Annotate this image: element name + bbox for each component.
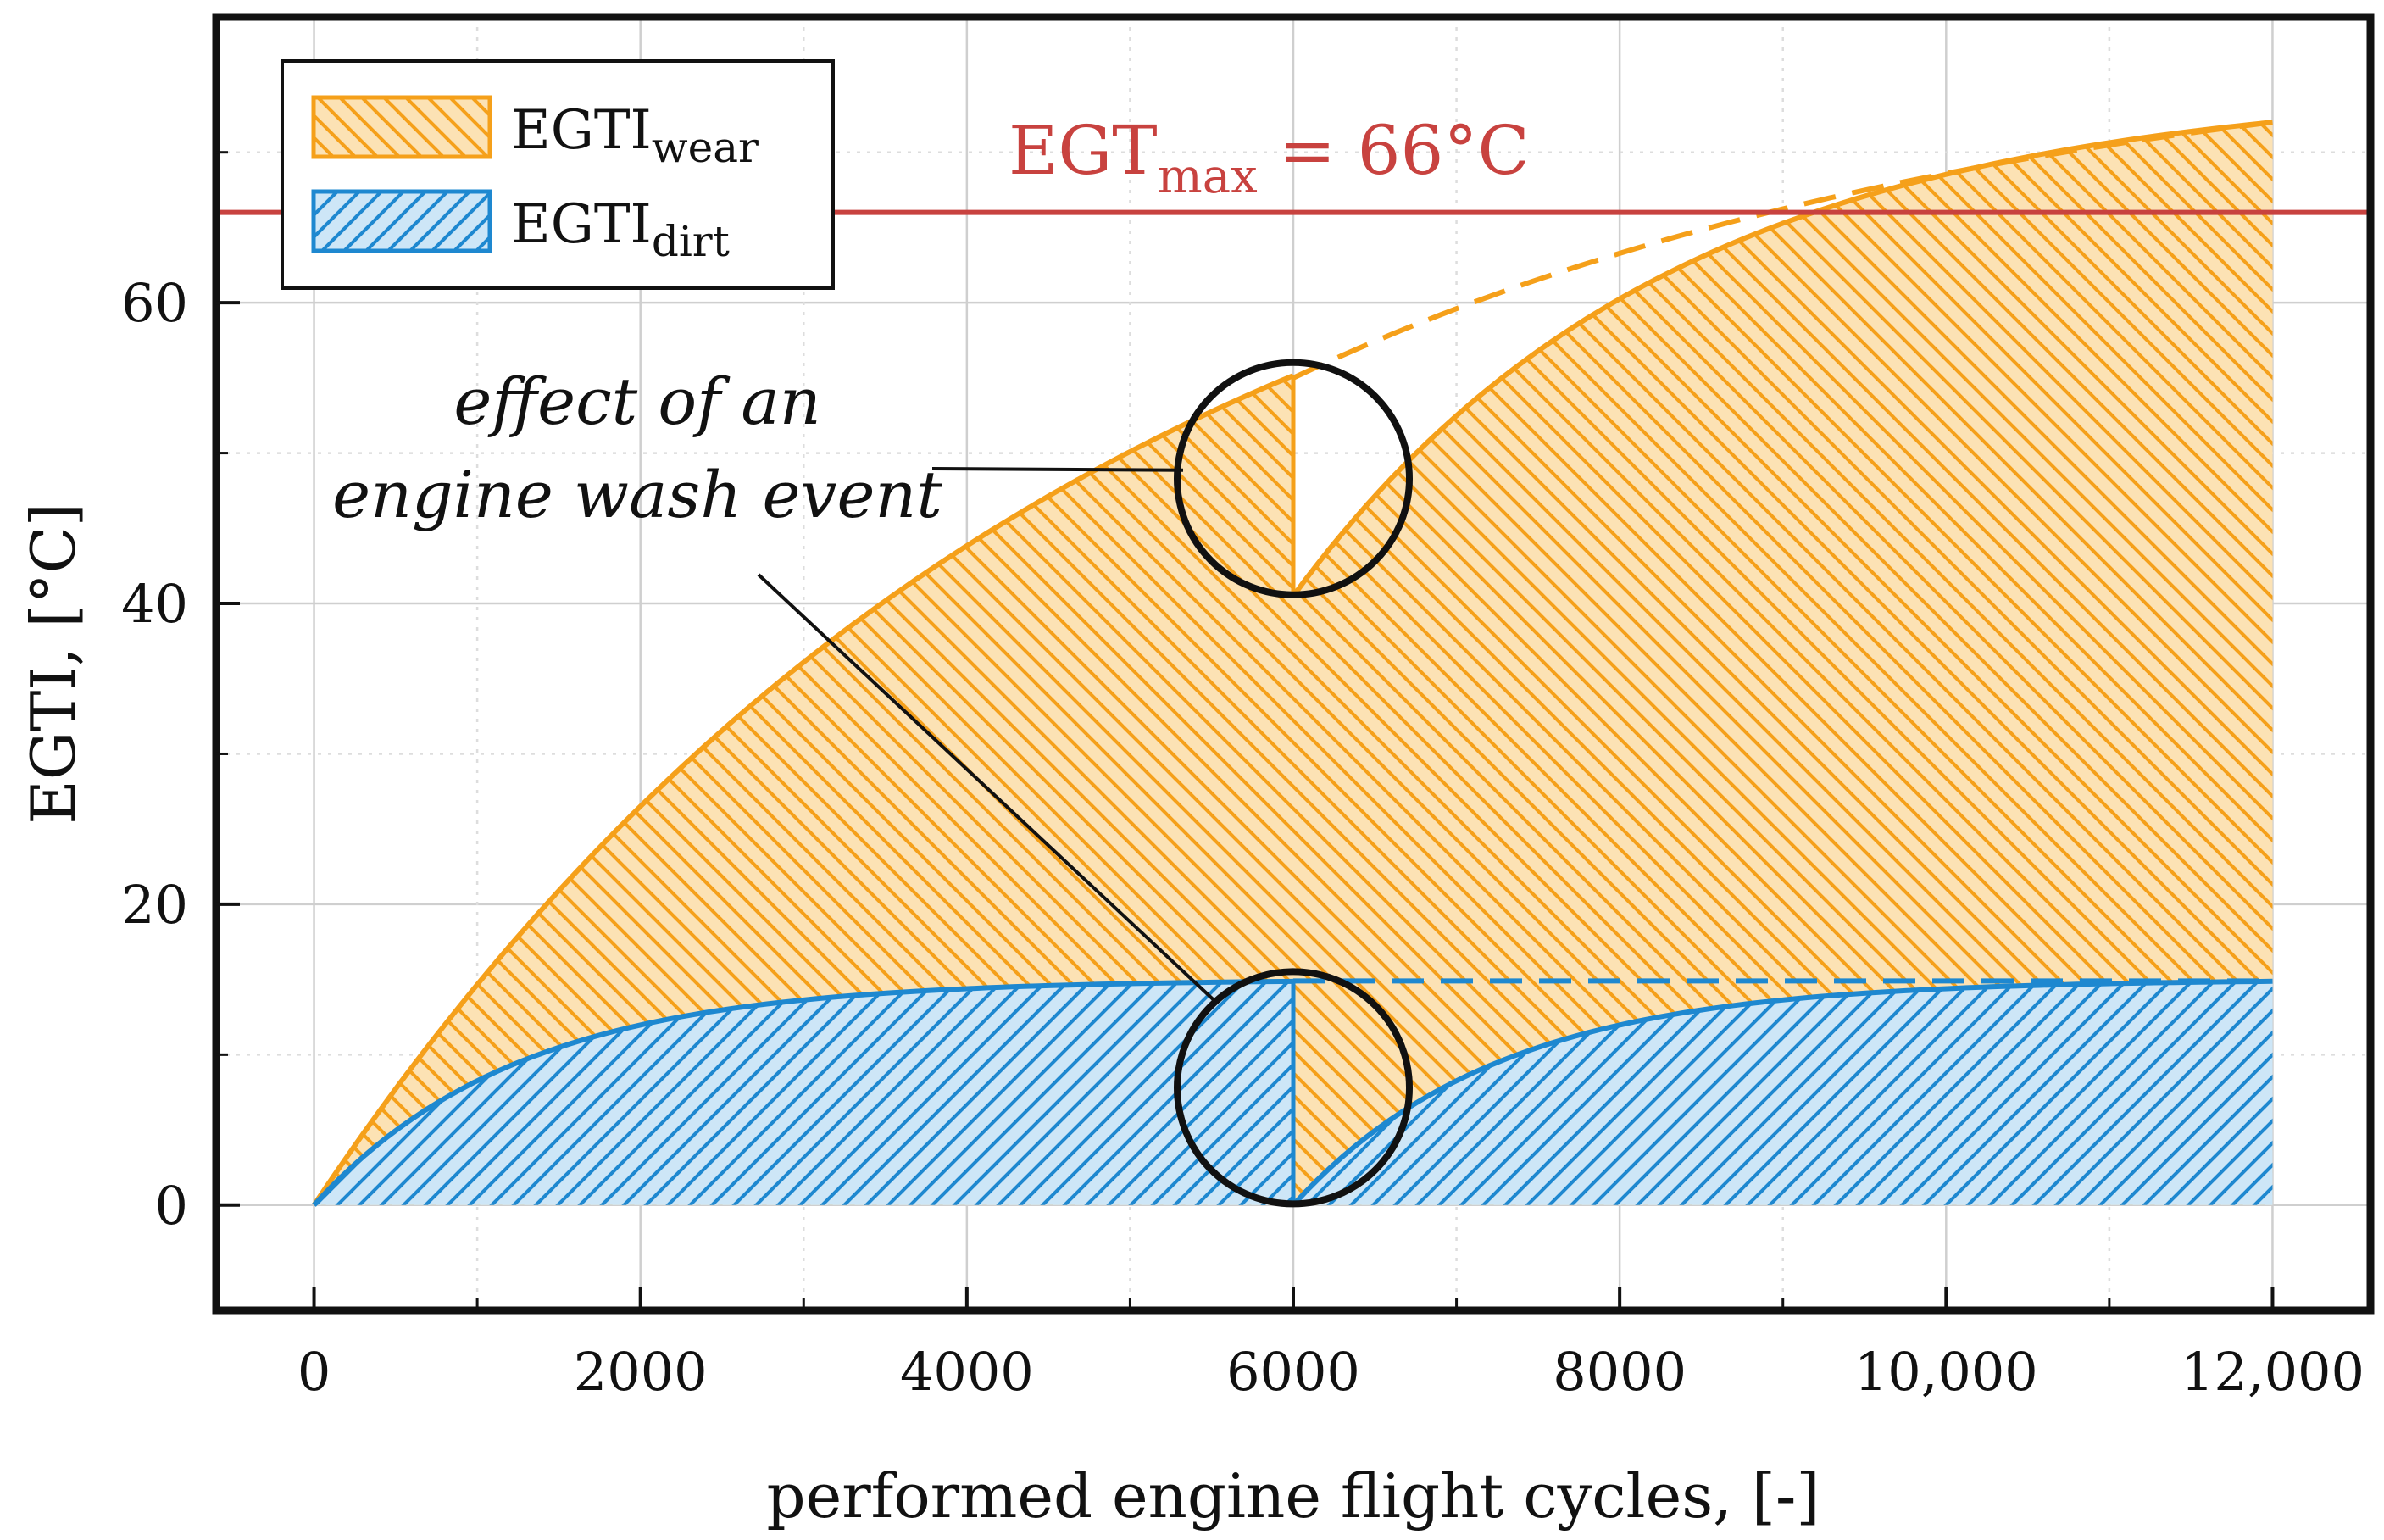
x-axis-title: performed engine flight cycles, [-] — [767, 1460, 1820, 1532]
x-tick-label-0: 0 — [297, 1341, 331, 1403]
annotation: effect of an engine wash event — [332, 359, 1413, 1208]
y-tick-label-3: 60 — [121, 272, 188, 334]
x-ticks — [312, 1287, 2275, 1310]
annotation-circle-lower — [1174, 968, 1413, 1208]
y-tick-label-0: 0 — [155, 1175, 188, 1237]
annotation-circle-upper — [1174, 359, 1413, 598]
legend-swatch-dirt — [311, 189, 492, 253]
legend: EGTIwear EGTIdirt — [281, 59, 835, 290]
x-tick-label-3: 6000 — [1226, 1341, 1360, 1403]
x-tick-label-5: 10,000 — [1854, 1341, 2038, 1403]
egt-max-label-main: EGT — [1009, 111, 1158, 190]
annotation-text-line2: engine wash event — [332, 457, 942, 532]
dirt-curve — [312, 978, 2273, 1207]
legend-label-dirt-main: EGTI — [511, 193, 652, 256]
x-tick-label-1: 2000 — [574, 1341, 708, 1403]
egt-max-label: EGTmax = 66°C — [1009, 111, 1530, 204]
egt-max-label-sub: max — [1158, 149, 1258, 204]
legend-label-wear: EGTIwear — [511, 99, 759, 172]
y-axis-title: EGTI, [°C] — [18, 503, 89, 825]
x-tick-label-4: 8000 — [1553, 1341, 1687, 1403]
y-tick-labels: 0 20 40 60 — [121, 272, 188, 1237]
legend-label-wear-sub: wear — [652, 123, 759, 172]
x-tick-label-2: 4000 — [900, 1341, 1034, 1403]
egt-max-label-rest: = 66°C — [1258, 111, 1530, 190]
y-ticks — [216, 151, 240, 1207]
y-tick-label-2: 40 — [121, 573, 188, 635]
annotation-text-line1: effect of an — [453, 364, 820, 439]
annotation-leader-line-upper — [931, 467, 1184, 472]
legend-label-wear-main: EGTI — [511, 99, 652, 162]
legend-label-dirt-sub: dirt — [652, 217, 730, 266]
legend-label-dirt: EGTIdirt — [511, 193, 730, 266]
x-tick-labels: 0 2000 4000 6000 8000 10,000 12,000 — [297, 1341, 2365, 1403]
wear-area — [314, 122, 2273, 1205]
annotation-leader-line-lower — [757, 573, 1219, 1004]
wear-dashed-curve — [1292, 120, 2273, 381]
x-tick-label-6: 12,000 — [2181, 1341, 2365, 1403]
legend-swatch-wear — [311, 95, 492, 159]
y-tick-label-1: 20 — [121, 874, 188, 936]
